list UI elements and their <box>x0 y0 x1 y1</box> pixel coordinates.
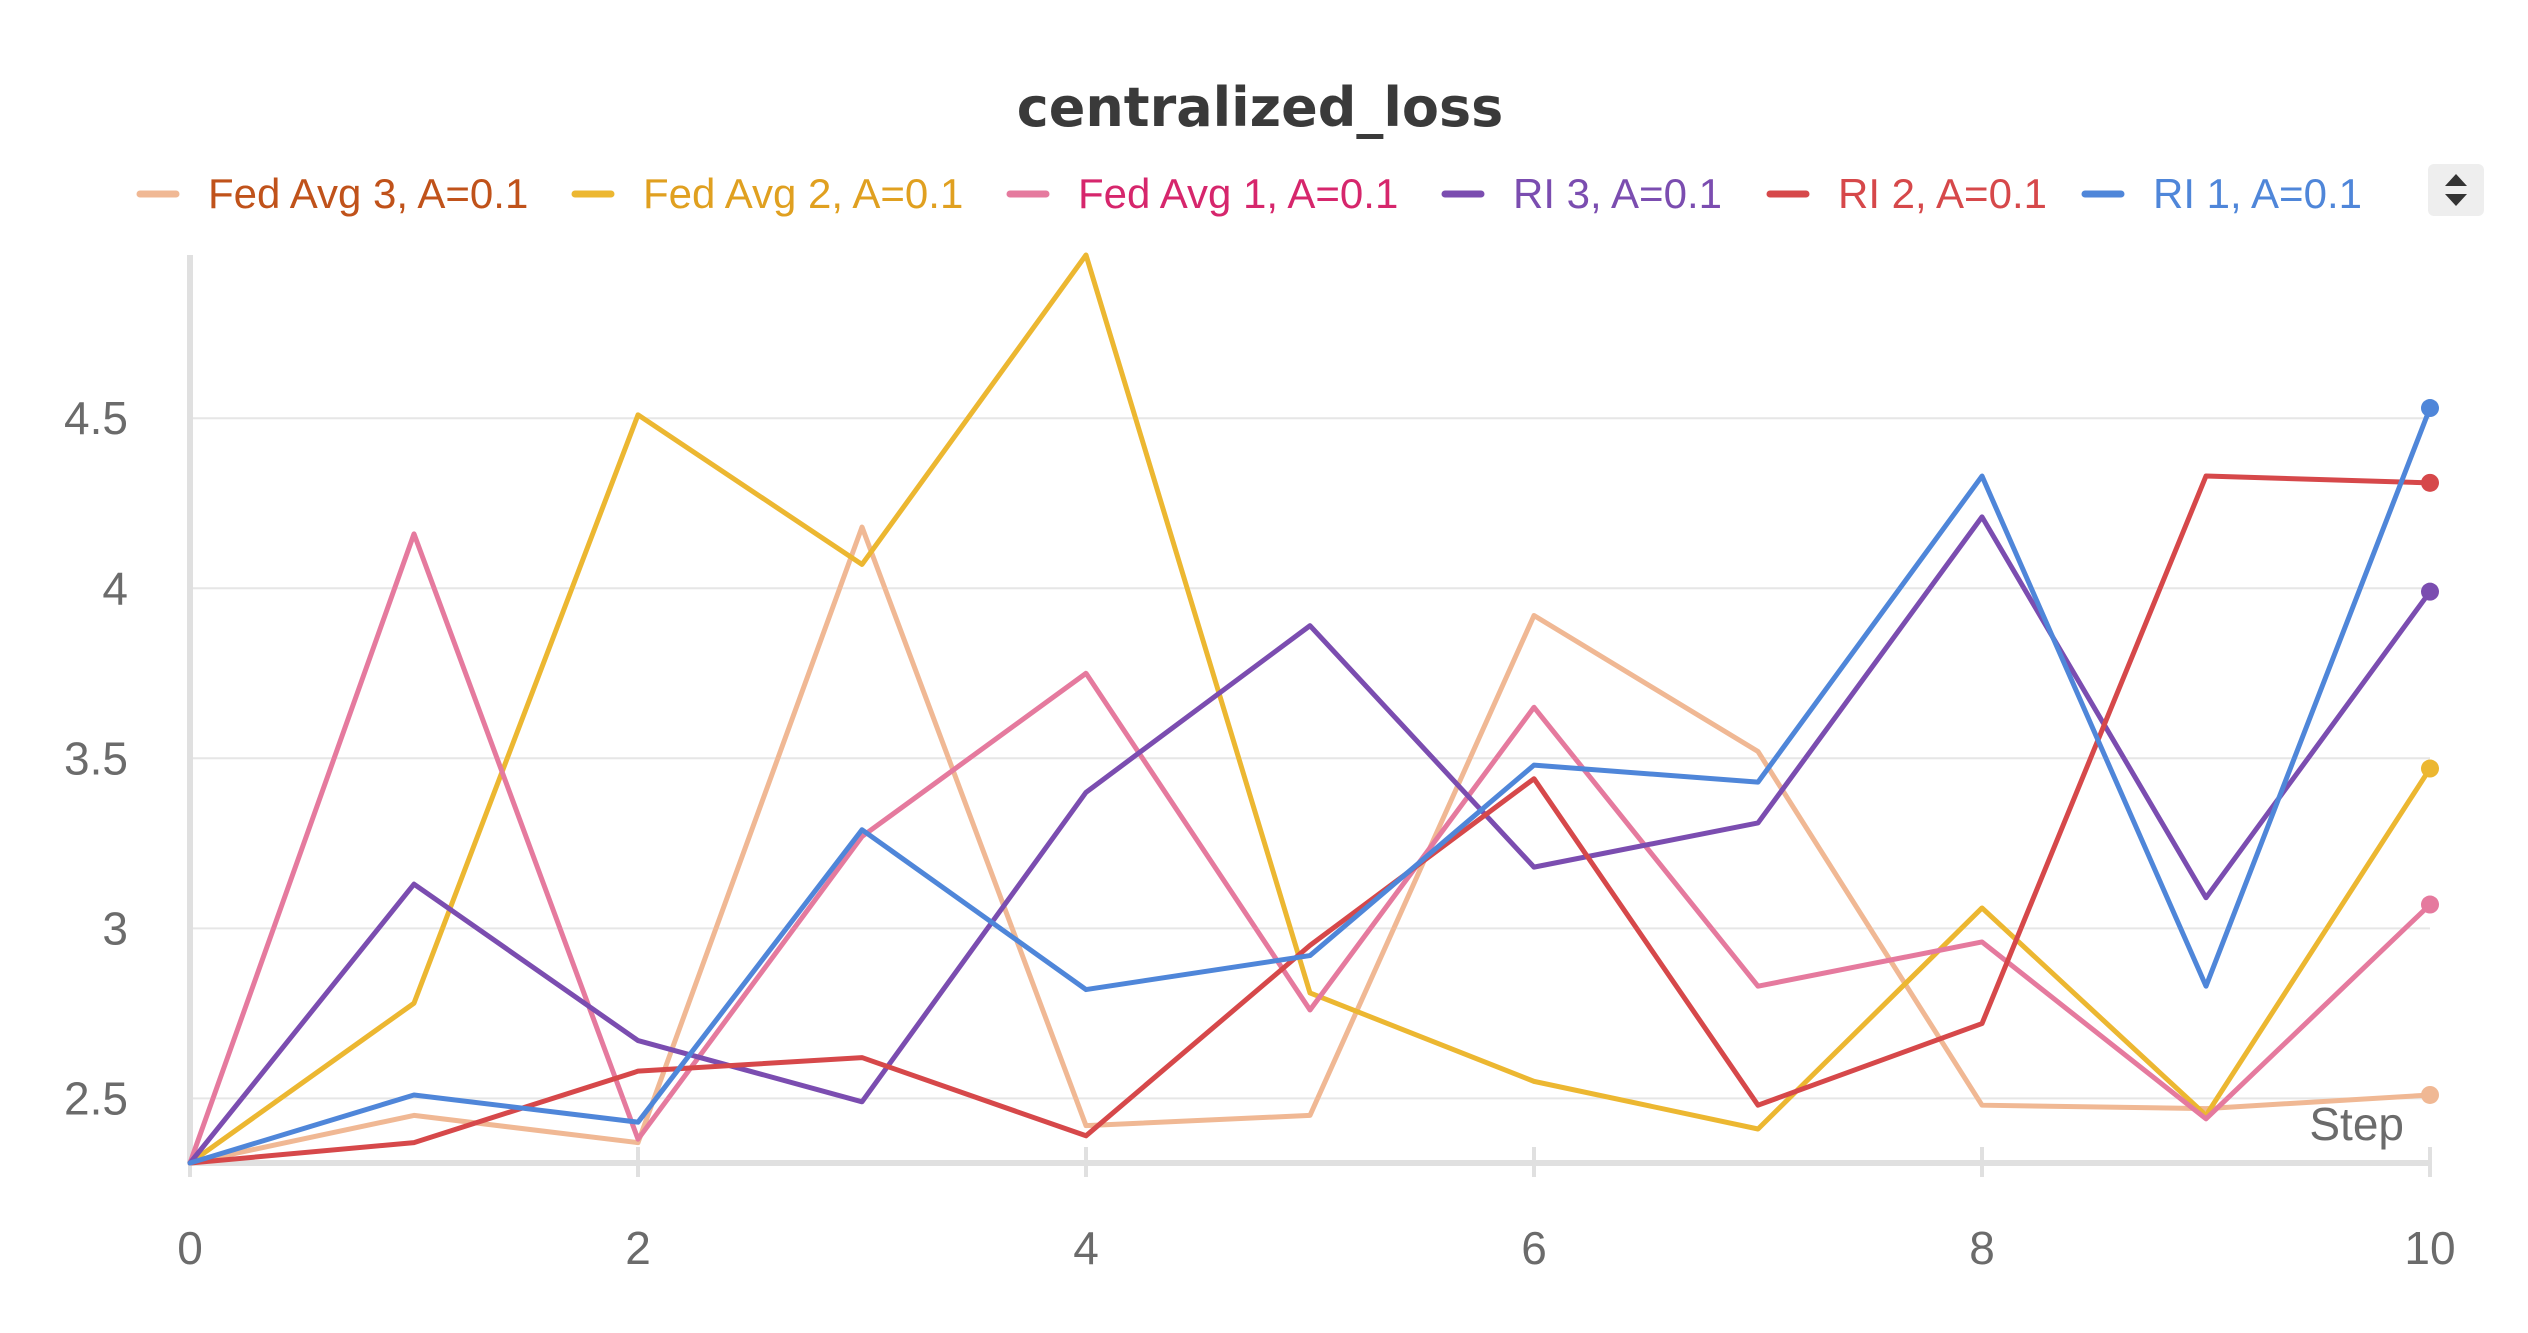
legend-item-1[interactable]: Fed Avg 2, A=0.1 <box>571 170 963 217</box>
x-axis-label: Step <box>2309 1098 2404 1150</box>
legend-item-2[interactable]: Fed Avg 1, A=0.1 <box>1006 170 1398 217</box>
series-end-point-0 <box>2421 1085 2439 1104</box>
legend-label: RI 1, A=0.1 <box>2153 170 2362 217</box>
legend-label: Fed Avg 3, A=0.1 <box>208 170 528 217</box>
series-end-point-3 <box>2421 582 2439 601</box>
legend-scroll-button[interactable] <box>2428 164 2484 216</box>
legend-label: Fed Avg 1, A=0.1 <box>1078 170 1398 217</box>
legend-label: Fed Avg 2, A=0.1 <box>643 170 963 217</box>
axes: 2.5 3 3.5 4 4.5 0 2 4 6 8 10 <box>64 255 2456 1274</box>
x-tick-label: 6 <box>1521 1222 1547 1274</box>
chevron-up-icon <box>2445 174 2467 186</box>
legend-item-0[interactable]: Fed Avg 3, A=0.1 <box>136 170 528 217</box>
legend-label: RI 3, A=0.1 <box>1513 170 1722 217</box>
series-line-2[interactable] <box>187 531 2433 1166</box>
legend-item-3[interactable]: RI 3, A=0.1 <box>1441 170 1722 217</box>
x-tick-label: 0 <box>177 1222 203 1274</box>
legend-item-4[interactable]: RI 2, A=0.1 <box>1766 170 2047 217</box>
series-line-1[interactable] <box>187 252 2433 1166</box>
y-tick-label: 4.5 <box>64 392 128 444</box>
x-tick-label: 4 <box>1073 1222 1099 1274</box>
series-line-0[interactable] <box>187 524 2433 1166</box>
y-tick-label: 3.5 <box>64 732 128 784</box>
series-end-point-2 <box>2421 895 2439 914</box>
chart-title: centralized_loss <box>1017 76 1504 139</box>
x-tick-label: 2 <box>625 1222 651 1274</box>
legend-label: RI 2, A=0.1 <box>1838 170 2047 217</box>
series-line-4[interactable] <box>187 473 2433 1166</box>
y-tick-label: 3 <box>102 902 128 954</box>
series-end-point-4 <box>2421 473 2439 492</box>
series-group <box>187 252 2439 1166</box>
series-line-5[interactable] <box>187 405 2433 1166</box>
series-end-point-5 <box>2421 399 2439 418</box>
grid <box>190 417 2430 1100</box>
chevron-down-icon <box>2445 194 2467 206</box>
y-tick-label: 2.5 <box>64 1072 128 1124</box>
legend: Fed Avg 3, A=0.1 Fed Avg 2, A=0.1 Fed Avg … <box>136 170 2362 217</box>
y-tick-label: 4 <box>102 562 128 614</box>
series-end-point-1 <box>2421 759 2439 778</box>
x-tick-label: 8 <box>1969 1222 1995 1274</box>
legend-item-5[interactable]: RI 1, A=0.1 <box>2081 170 2362 217</box>
x-tick-label: 10 <box>2404 1222 2455 1274</box>
